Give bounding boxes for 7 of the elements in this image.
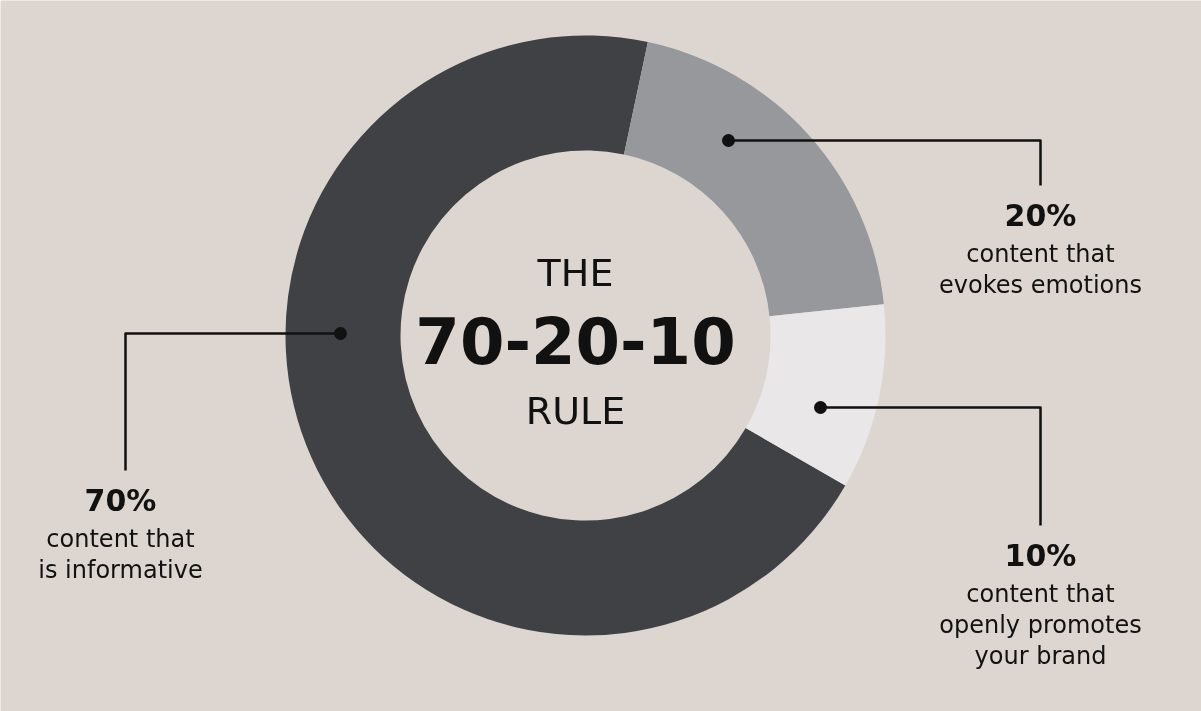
text: THE 70-20-10 RULE — [415, 250, 736, 433]
slice-label: content that evokes emotions — [939, 239, 1142, 299]
data-label: 20% — [1004, 198, 1077, 233]
data-label: 10% — [1004, 538, 1077, 573]
data-label: 70% — [84, 483, 157, 518]
slice-label: content that openly promotes your brand — [939, 579, 1142, 670]
slice-label: content that is informative — [38, 524, 203, 584]
